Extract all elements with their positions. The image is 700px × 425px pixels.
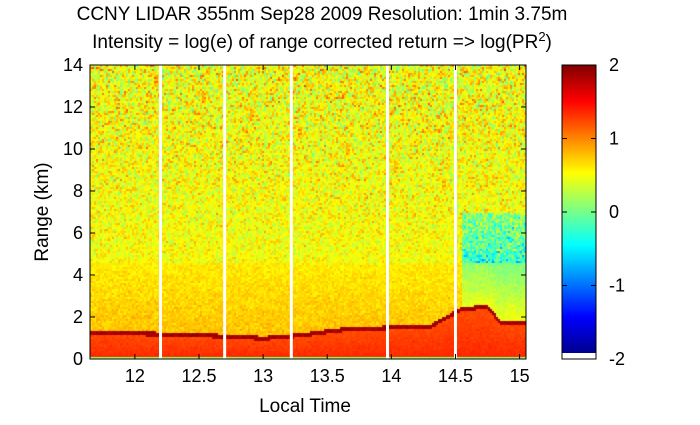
colorbar: -2 -1 0 1 2 bbox=[561, 55, 625, 369]
title-line2-prefix: Intensity = log(e) of range corrected re… bbox=[92, 32, 538, 53]
y-tick-label: 0 bbox=[73, 349, 83, 369]
x-tick-label: 13.5 bbox=[310, 366, 345, 386]
y-axis-label: Range (km) bbox=[32, 162, 53, 261]
lidar-heatmap bbox=[90, 65, 526, 359]
y-tick-label: 6 bbox=[73, 223, 83, 243]
chart-title-line2: Intensity = log(e) of range corrected re… bbox=[92, 29, 552, 53]
x-tick-label: 14.5 bbox=[438, 366, 473, 386]
x-tick-label: 15 bbox=[510, 366, 530, 386]
colorbar-tick-label: 0 bbox=[609, 202, 619, 222]
y-axis-ticks: 0 2 4 6 8 10 12 14 bbox=[63, 55, 526, 369]
x-tick-label: 12.5 bbox=[181, 366, 216, 386]
y-tick-label: 2 bbox=[73, 307, 83, 327]
y-tick-label: 14 bbox=[63, 55, 83, 75]
colorbar-tick-label: 1 bbox=[609, 129, 619, 149]
x-axis-ticks: 12 12.5 13 13.5 14 14.5 15 bbox=[125, 65, 530, 386]
y-tick-label: 8 bbox=[73, 181, 83, 201]
plot-frame bbox=[89, 64, 527, 360]
chart-title-line1: CCNY LIDAR 355nm Sep28 2009 Resolution: … bbox=[77, 4, 568, 25]
y-tick-label: 4 bbox=[73, 265, 83, 285]
colorbar-gradient bbox=[562, 65, 596, 353]
y-tick-label: 12 bbox=[63, 97, 83, 117]
colorbar-tick-label: -2 bbox=[609, 349, 625, 369]
x-tick-label: 12 bbox=[125, 366, 145, 386]
colorbar-tick-label: 2 bbox=[609, 55, 619, 75]
y-tick-label: 10 bbox=[63, 139, 83, 159]
x-tick-label: 13 bbox=[253, 366, 273, 386]
x-axis-label: Local Time bbox=[259, 396, 351, 417]
plot-area bbox=[89, 64, 527, 360]
x-tick-label: 14 bbox=[381, 366, 401, 386]
colorbar-below-range bbox=[562, 353, 596, 359]
title-line2-suffix: ) bbox=[546, 32, 552, 53]
colorbar-tick-label: -1 bbox=[609, 276, 625, 296]
title-line2-superscript: 2 bbox=[538, 29, 545, 44]
